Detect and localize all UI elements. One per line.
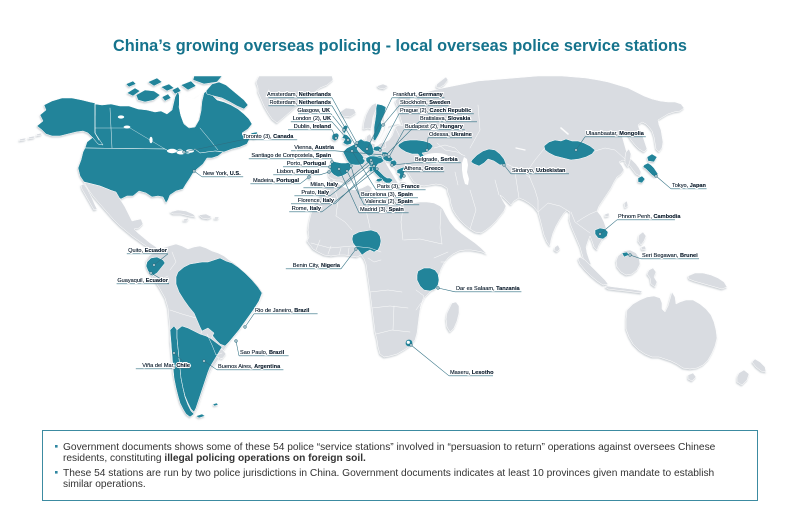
svg-text:Government documents shows som: Government documents shows some of these… [63, 442, 716, 453]
svg-text:Athens, Greece: Athens, Greece [404, 166, 444, 172]
svg-text:Sao Paulo, Brazil: Sao Paulo, Brazil [240, 350, 285, 356]
svg-text:Prague (2), Czech Republic: Prague (2), Czech Republic [400, 108, 471, 114]
svg-text:Seri Begawan, Brunei: Seri Begawan, Brunei [642, 253, 698, 259]
svg-text:Phnom Penh, Cambodia: Phnom Penh, Cambodia [618, 214, 681, 220]
svg-text:Quito, Ecuador: Quito, Ecuador [128, 248, 168, 254]
svg-text:Paris (3), France: Paris (3), France [377, 184, 420, 190]
svg-text:Prato, Italy: Prato, Italy [301, 190, 330, 196]
svg-text:Budapest (2), Hungary: Budapest (2), Hungary [405, 124, 464, 130]
svg-text:Milan, Italy: Milan, Italy [310, 182, 339, 188]
svg-text:Florence, Italy: Florence, Italy [298, 198, 335, 204]
svg-text:Buenos Aires, Argentina: Buenos Aires, Argentina [218, 364, 281, 370]
svg-text:Viña del Mar, Chile: Viña del Mar, Chile [142, 363, 190, 369]
svg-text:similar operations.: similar operations. [63, 479, 146, 490]
svg-text:Toronto (3), Canada: Toronto (3), Canada [243, 134, 294, 140]
svg-text:Ulaanbaatar, Mongolia: Ulaanbaatar, Mongolia [586, 131, 645, 137]
svg-text:Santiago de Compostela, Spain: Santiago de Compostela, Spain [251, 153, 331, 159]
svg-text:London (2), UK: London (2), UK [293, 116, 331, 122]
svg-text:Rotterdam, Netherlands: Rotterdam, Netherlands [269, 100, 331, 106]
svg-text:Maseru, Lesotho: Maseru, Lesotho [450, 370, 494, 376]
svg-text:Odessa, Ukraine: Odessa, Ukraine [429, 132, 472, 138]
svg-text:Madeira, Portugal: Madeira, Portugal [253, 178, 299, 184]
svg-text:Stockholm, Sweden: Stockholm, Sweden [400, 100, 451, 106]
svg-text:Vienna, Austria: Vienna, Austria [294, 145, 335, 151]
svg-text:residents, constituting illega: residents, constituting illegal policing… [63, 453, 366, 464]
svg-text:Benin City, Nigeria: Benin City, Nigeria [293, 263, 341, 269]
svg-text:Tokyo, Japan: Tokyo, Japan [672, 183, 706, 189]
svg-text:Porto, Portugal: Porto, Portugal [287, 161, 327, 167]
svg-text:Guayaquil, Ecuador: Guayaquil, Ecuador [117, 278, 169, 284]
svg-text:Rio de Janeiro, Brazil: Rio de Janeiro, Brazil [255, 308, 310, 314]
svg-text:Valencia (2), Spain: Valencia (2), Spain [365, 199, 413, 205]
svg-text:Glasgow, UK: Glasgow, UK [297, 108, 330, 114]
svg-text:Madrid (3), Spain: Madrid (3), Spain [360, 207, 404, 213]
svg-text:Bratislava, Slovakia: Bratislava, Slovakia [420, 116, 471, 122]
svg-text:Rome, Italy: Rome, Italy [292, 206, 322, 212]
svg-text:Lisbon, Portugal: Lisbon, Portugal [277, 169, 320, 175]
svg-text:Dublin, Ireland: Dublin, Ireland [294, 124, 332, 130]
svg-text:New York, U.S.: New York, U.S. [203, 171, 241, 177]
svg-text:China’s growing overseas polic: China’s growing overseas policing - loca… [113, 37, 687, 55]
svg-text:Amsterdam, Netherlands: Amsterdam, Netherlands [267, 92, 331, 98]
svg-text:These 54 stations are run by t: These 54 stations are run by two police … [63, 468, 714, 479]
svg-text:Barcelona (3), Spain: Barcelona (3), Spain [361, 192, 414, 198]
svg-text:Dar es Salaam, Tanzania: Dar es Salaam, Tanzania [456, 286, 521, 292]
svg-text:Sirdaryo, Uzbekistan: Sirdaryo, Uzbekistan [512, 168, 566, 174]
svg-text:Frankfurt, Germany: Frankfurt, Germany [393, 92, 444, 98]
svg-text:Belgrade, Serbia: Belgrade, Serbia [415, 157, 458, 163]
